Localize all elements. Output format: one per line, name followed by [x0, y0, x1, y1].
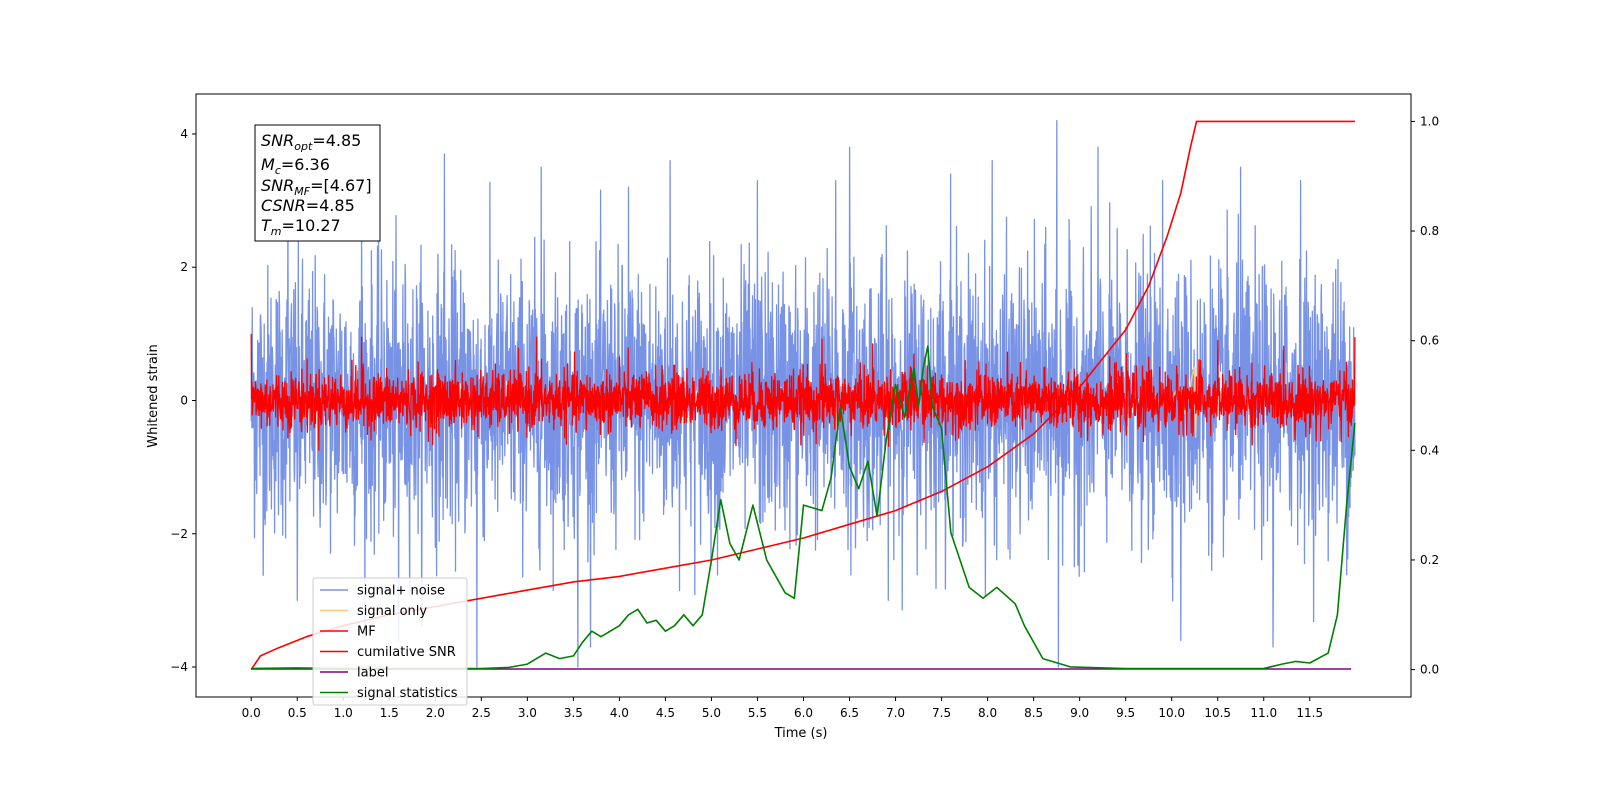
- x-tick-label: 8.5: [1024, 706, 1043, 720]
- x-tick-label: 6.0: [794, 706, 813, 720]
- x-tick-label: 7.0: [886, 706, 905, 720]
- y2-tick-label: 0.6: [1420, 334, 1439, 348]
- x-axis-label: Time (s): [774, 726, 828, 741]
- y2-tick-label: 0.0: [1420, 663, 1439, 677]
- x-tick-label: 9.0: [1070, 706, 1089, 720]
- annotation-frame: [254, 124, 381, 242]
- y2-tick-label: 0.2: [1420, 553, 1439, 567]
- legend-label: MF: [357, 625, 376, 640]
- x-tick-label: 6.5: [840, 706, 859, 720]
- x-tick-label: 2.5: [472, 706, 491, 720]
- x-tick-label: 0.5: [288, 706, 307, 720]
- legend: signal+ noise signal only MF cumilative SNR…: [312, 577, 468, 706]
- x-tick-label: 3.5: [564, 706, 583, 720]
- y-tick-label: 2: [180, 260, 188, 274]
- x-tick-label: 5.5: [748, 706, 767, 720]
- legend-label: label: [357, 666, 388, 681]
- y-axis-ticks: −4 −2 0 2 4: [170, 127, 196, 674]
- x-tick-label: 4.0: [610, 706, 629, 720]
- y2-tick-label: 0.4: [1420, 443, 1439, 457]
- series-line-2: [250, 333, 1356, 451]
- x-axis-ticks: 0.0 0.5 1.0 1.5 2.0 2.5 3.0 3.5 4.0 4.5 5.0 5.5 6.0 6…: [242, 697, 1323, 720]
- x-tick-label: 7.5: [932, 706, 951, 720]
- x-tick-label: 11.5: [1296, 706, 1323, 720]
- annotation-tm: Tm=10.27: [261, 216, 341, 238]
- legend-label: cumilative SNR: [357, 645, 456, 660]
- y-tick-label: 4: [180, 127, 188, 141]
- annotation-box: SNRopt=4.85 Mc=6.36 SNRMF=[4.67] CSNR=4.…: [254, 124, 381, 242]
- annotation-csnr: CSNR=4.85: [261, 196, 355, 215]
- x-tick-label: 1.0: [334, 706, 353, 720]
- y-tick-label: −4: [170, 660, 188, 674]
- legend-label: signal+ noise: [357, 584, 445, 599]
- y2-tick-label: 1.0: [1420, 114, 1439, 128]
- x-tick-label: 2.0: [426, 706, 445, 720]
- legend-frame: [312, 577, 468, 706]
- y-tick-label: −2: [170, 527, 188, 541]
- x-tick-label: 10.0: [1158, 706, 1185, 720]
- x-tick-label: 1.5: [380, 706, 399, 720]
- x-tick-label: 3.0: [518, 706, 537, 720]
- x-tick-label: 9.5: [1116, 706, 1135, 720]
- y2-tick-label: 0.8: [1420, 224, 1439, 238]
- x-tick-label: 10.5: [1204, 706, 1231, 720]
- legend-items: signal+ noise signal only MF cumilative SNR…: [320, 584, 458, 701]
- legend-label: signal statistics: [357, 686, 458, 701]
- annotation-snr-mf: SNRMF=[4.67]: [261, 176, 372, 198]
- y-axis-label: Whitened strain: [146, 344, 161, 447]
- y-tick-label: 0: [180, 393, 188, 407]
- x-tick-label: 8.0: [978, 706, 997, 720]
- x-tick-label: 0.0: [242, 706, 261, 720]
- x-tick-label: 5.0: [702, 706, 721, 720]
- x-tick-label: 11.0: [1250, 706, 1277, 720]
- series-line-5: [251, 345, 1356, 670]
- legend-label: signal only: [357, 604, 427, 619]
- annotation-snr-opt: SNRopt=4.85: [261, 131, 361, 153]
- annotation-mc: Mc=6.36: [261, 155, 330, 177]
- y2-axis-ticks: 0.0 0.2 0.4 0.6 0.8 1.0: [1411, 114, 1439, 677]
- x-tick-label: 4.5: [656, 706, 675, 720]
